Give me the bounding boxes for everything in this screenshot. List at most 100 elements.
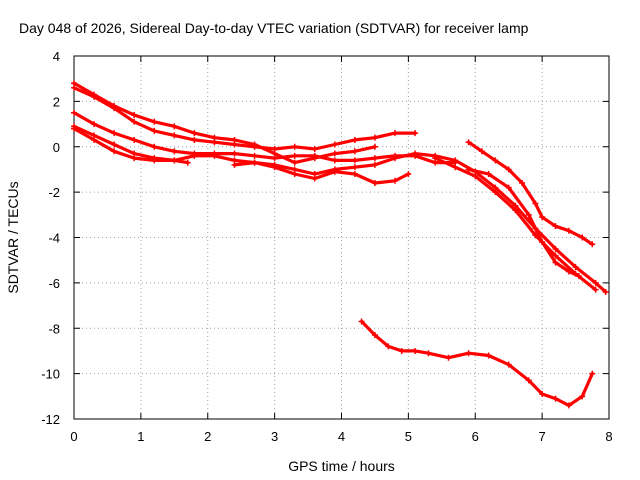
data-point — [575, 273, 582, 280]
data-point — [525, 211, 532, 218]
data-point — [151, 157, 158, 164]
data-point — [505, 184, 512, 191]
data-point — [589, 241, 596, 248]
data-point — [472, 173, 479, 180]
y-tick-label: -8 — [48, 321, 60, 336]
data-point — [311, 152, 318, 159]
data-point — [131, 118, 138, 125]
data-point — [539, 214, 546, 221]
data-point — [291, 143, 298, 150]
data-point — [184, 159, 191, 166]
data-point — [291, 159, 298, 166]
y-axis-label: SDTVAR / TECUs — [5, 181, 21, 293]
data-point — [425, 350, 432, 357]
x-tick-label: 2 — [204, 429, 211, 444]
data-point — [492, 157, 499, 164]
data-point — [331, 157, 338, 164]
data-point — [452, 157, 459, 164]
x-tick-label: 3 — [271, 429, 278, 444]
data-point — [565, 268, 572, 275]
y-tick-label: -2 — [48, 185, 60, 200]
data-point — [452, 164, 459, 171]
data-point — [465, 350, 472, 357]
data-point — [478, 148, 485, 155]
data-point — [512, 207, 519, 214]
data-point — [485, 352, 492, 359]
data-series-sat-b — [72, 86, 417, 151]
data-point — [271, 146, 278, 153]
data-point — [465, 166, 472, 173]
data-point — [111, 130, 118, 137]
data-point — [291, 152, 298, 159]
data-point — [91, 136, 98, 143]
data-series-sat-j — [360, 319, 594, 407]
data-point — [552, 245, 559, 252]
data-point — [579, 393, 586, 400]
data-point — [392, 177, 398, 184]
data-point — [351, 170, 358, 177]
y-tick-label: -6 — [48, 276, 60, 291]
y-tick-label: -10 — [41, 367, 60, 382]
data-point — [392, 155, 398, 162]
data-point — [351, 136, 358, 143]
data-point — [291, 166, 298, 173]
data-point — [171, 132, 178, 139]
data-point — [271, 161, 278, 168]
data-point — [505, 361, 512, 368]
data-point — [251, 143, 258, 150]
data-point — [191, 136, 198, 143]
data-point — [131, 136, 138, 143]
data-point — [565, 227, 572, 234]
data-point — [351, 157, 358, 164]
data-point — [131, 155, 138, 162]
y-tick-label: 2 — [53, 94, 60, 109]
data-point — [151, 143, 158, 150]
data-point — [552, 223, 559, 230]
data-point — [385, 343, 392, 350]
data-series-sat-i — [467, 167, 581, 278]
data-point — [371, 155, 378, 162]
data-point — [398, 347, 405, 354]
data-point — [91, 121, 98, 128]
data-point — [579, 234, 586, 241]
data-point — [539, 391, 546, 398]
data-point — [358, 318, 365, 325]
data-point — [412, 347, 419, 354]
data-series-sat-a — [72, 81, 377, 165]
data-point — [151, 127, 158, 134]
data-point — [331, 141, 338, 148]
data-point — [71, 125, 77, 132]
data-point — [251, 152, 258, 159]
data-point — [231, 150, 238, 157]
data-point — [371, 143, 378, 150]
data-point — [191, 152, 198, 159]
data-point — [492, 189, 499, 196]
data-point — [171, 157, 178, 164]
data-point — [211, 152, 218, 159]
x-tick-label: 1 — [137, 429, 144, 444]
data-point — [331, 166, 338, 173]
data-point — [171, 148, 178, 155]
data-point — [539, 239, 546, 246]
data-point — [151, 118, 158, 125]
data-point — [371, 332, 378, 339]
data-point — [371, 161, 378, 168]
y-tick-label: 4 — [53, 49, 60, 64]
data-series-sat-d — [72, 124, 410, 185]
data-point — [565, 402, 572, 409]
y-tick-label: -12 — [41, 412, 60, 427]
data-point — [111, 148, 118, 155]
data-point — [592, 279, 599, 286]
data-point — [519, 180, 526, 187]
data-point — [251, 159, 258, 166]
x-tick-label: 6 — [472, 429, 479, 444]
data-point — [432, 155, 439, 162]
data-point — [371, 180, 378, 187]
data-point — [525, 377, 532, 384]
x-tick-label: 7 — [539, 429, 546, 444]
data-point — [552, 259, 559, 266]
data-series-sat-c — [72, 111, 457, 165]
data-point — [532, 200, 539, 207]
data-point — [311, 146, 318, 153]
